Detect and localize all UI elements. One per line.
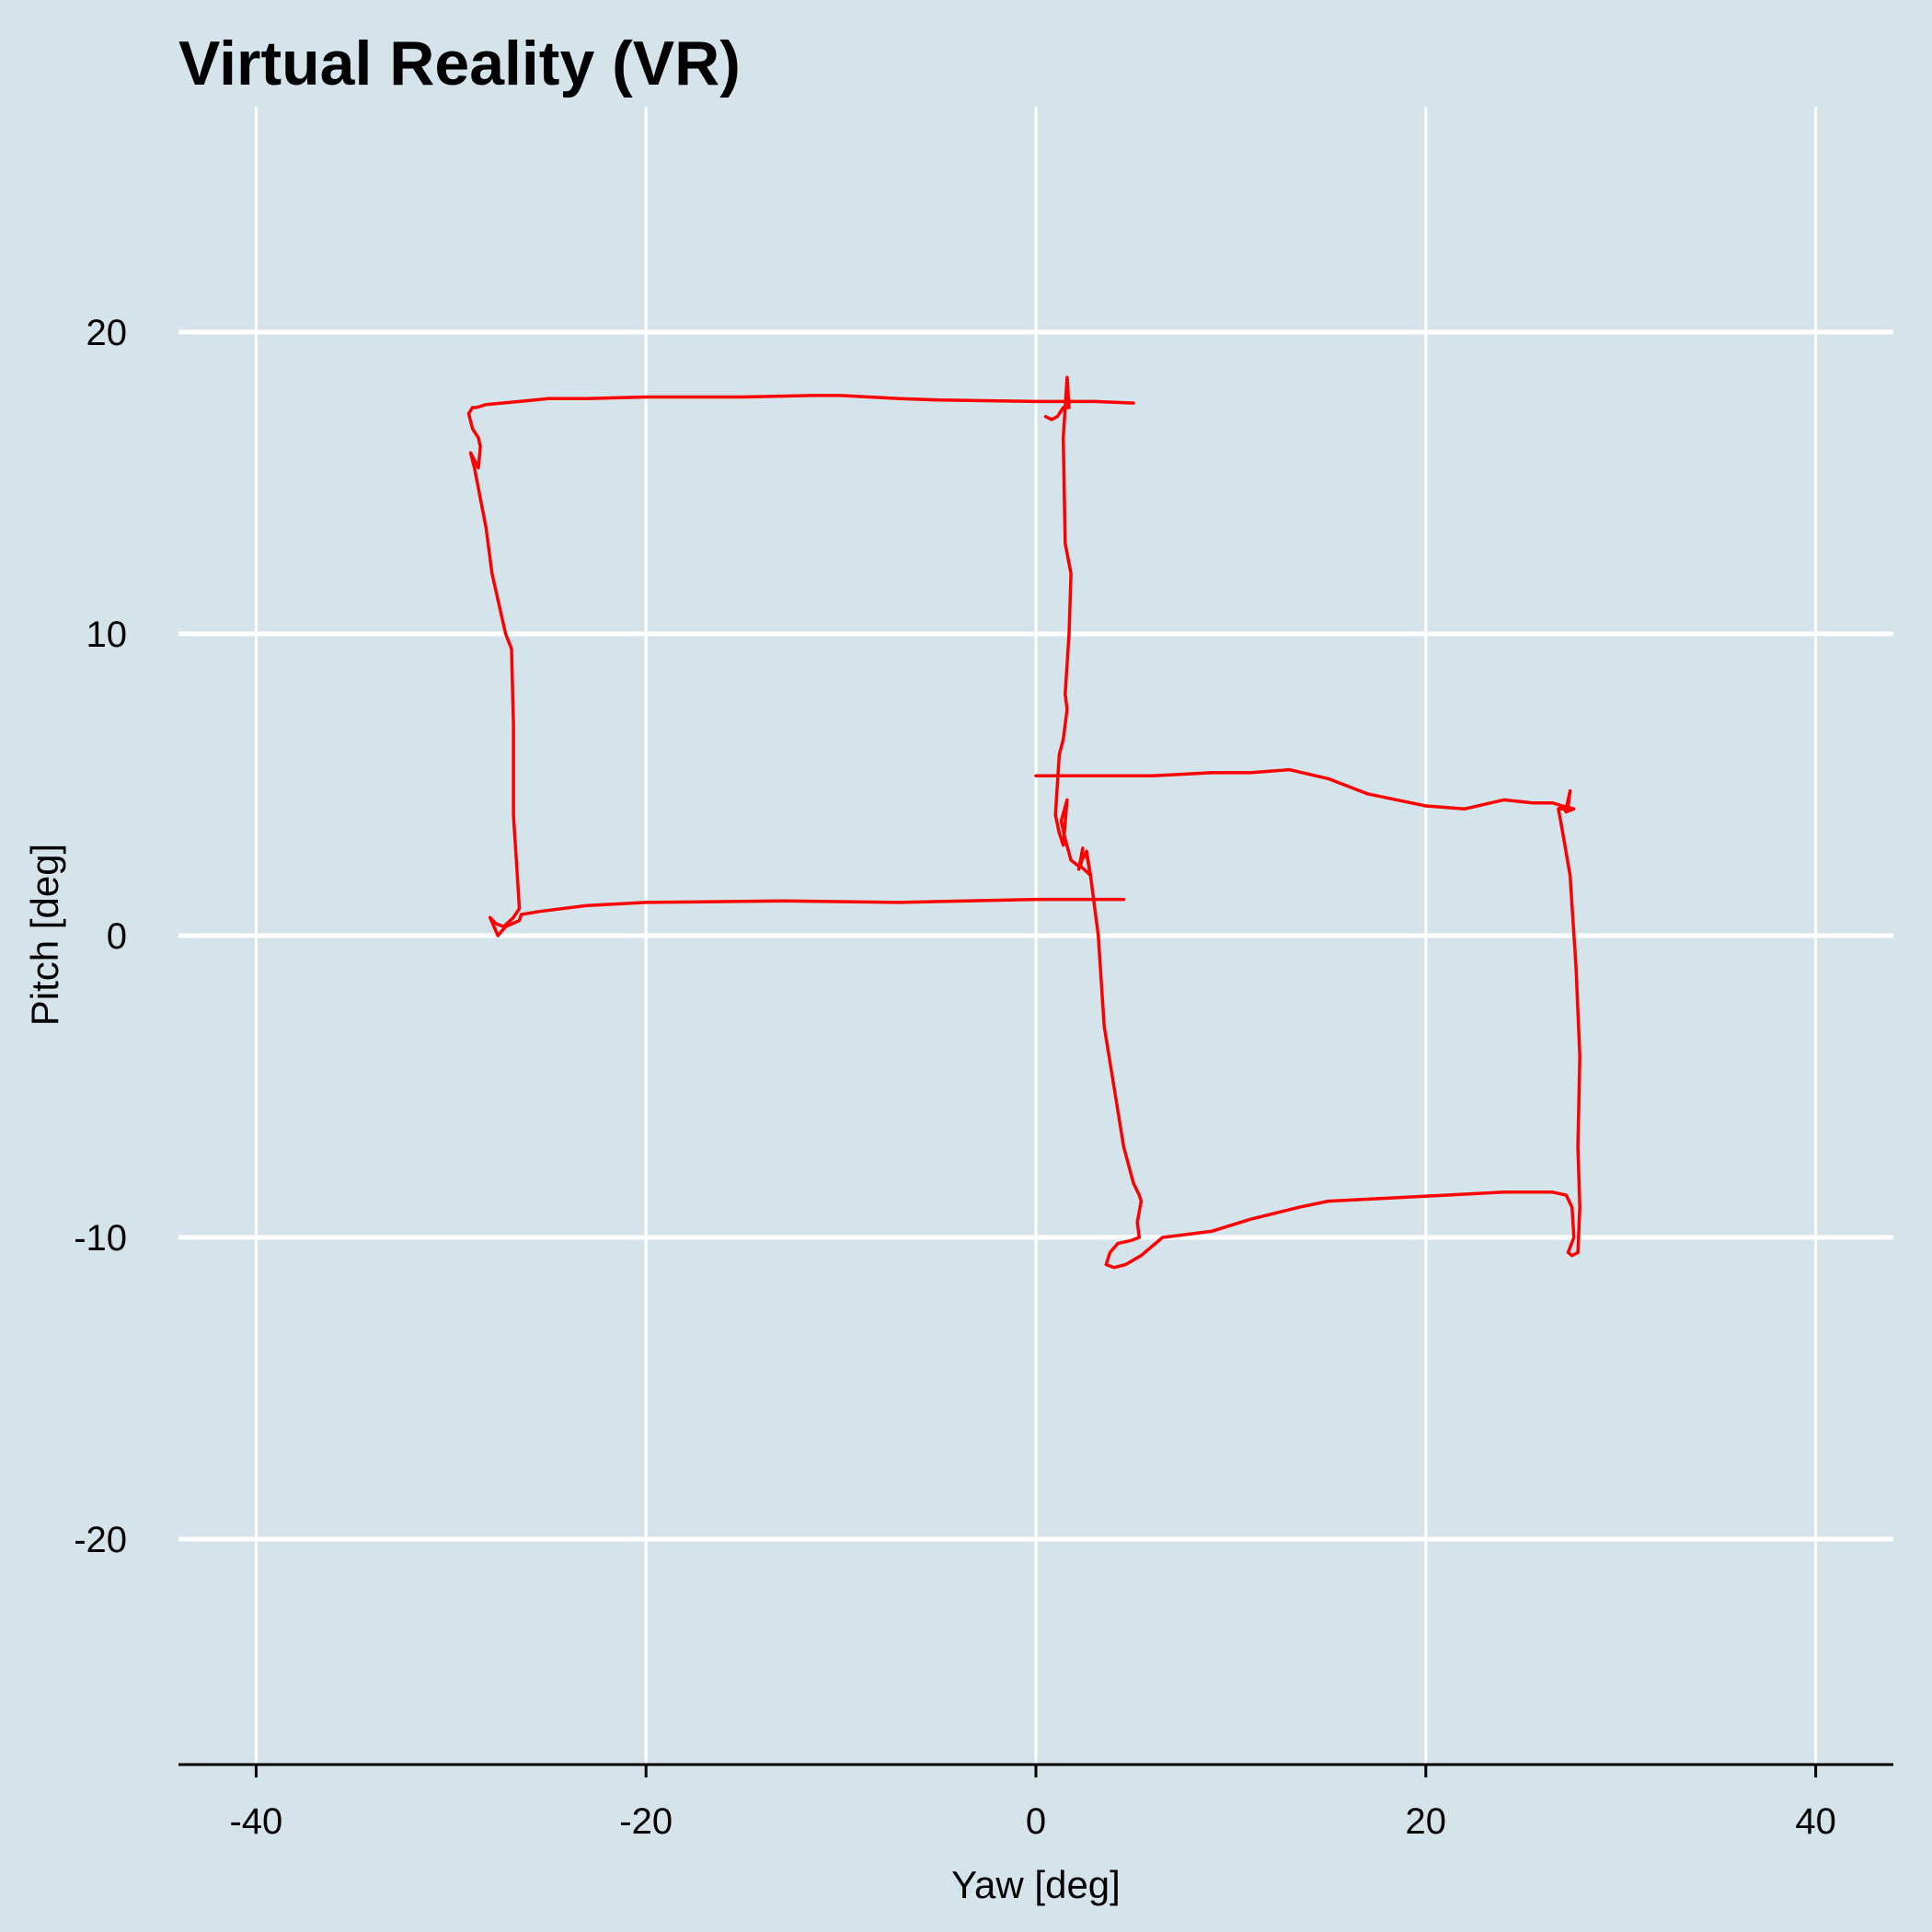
x-axis-label: Yaw [deg] [951, 1863, 1121, 1906]
x-tick-label: 40 [1795, 1801, 1836, 1842]
y-tick-label: 20 [86, 313, 128, 353]
y-tick-label: 0 [107, 916, 127, 957]
y-tick-label: -20 [74, 1520, 127, 1560]
y-axis-label: Pitch [deg] [23, 844, 66, 1026]
chart-title: Virtual Reality (VR) [178, 29, 741, 98]
x-tick-label: -20 [619, 1801, 673, 1842]
y-tick-label: -10 [74, 1218, 127, 1259]
x-tick-label: 20 [1406, 1801, 1447, 1842]
ticks: -40 -20 0 20 40 -20 -10 0 10 20 [74, 313, 1836, 1842]
trajectory-line [1043, 375, 1093, 878]
x-tick-label: 0 [1026, 1801, 1046, 1842]
series [466, 375, 1581, 1270]
y-tick-label: 10 [86, 615, 128, 655]
x-tick-label: -40 [229, 1801, 282, 1842]
trajectory-line [1034, 767, 1581, 1270]
trajectory-line [466, 394, 1135, 937]
grid [178, 107, 1893, 1765]
